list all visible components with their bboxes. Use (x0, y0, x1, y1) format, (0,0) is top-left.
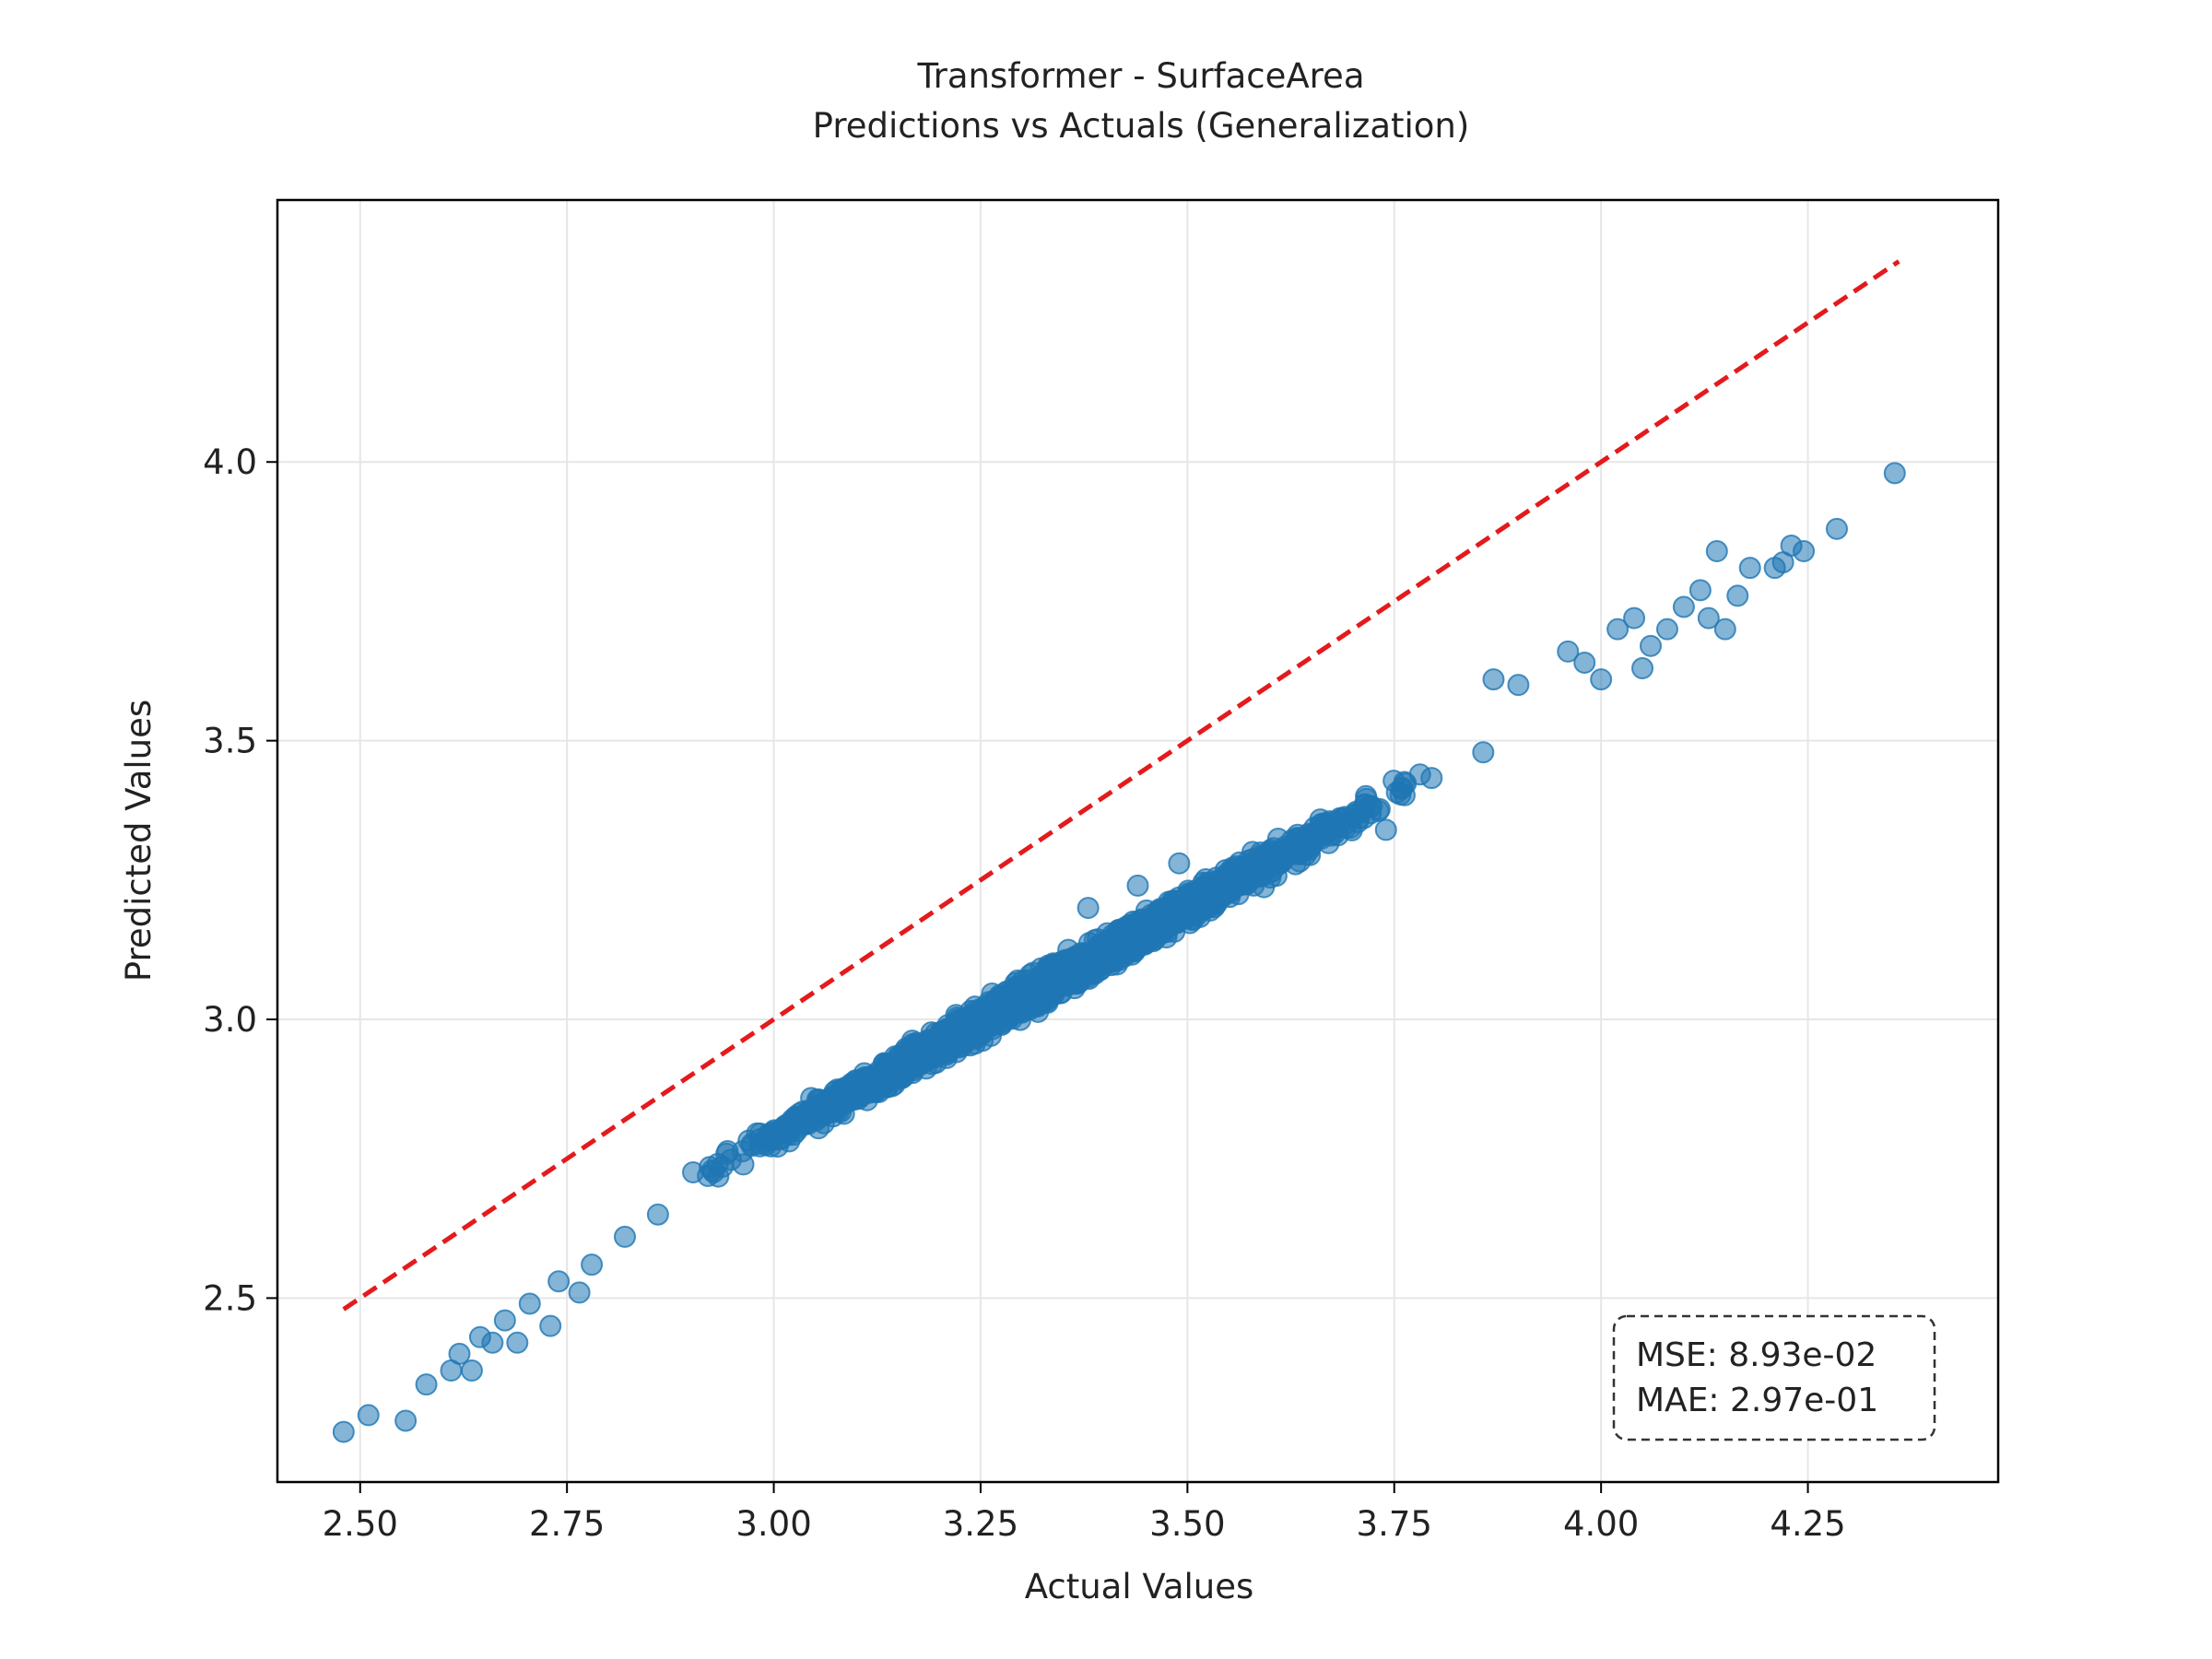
x-tick-label: 2.75 (529, 1504, 605, 1544)
scatter-point (1825, 517, 1848, 540)
scatter-point (460, 1359, 483, 1382)
scatter-point (1140, 906, 1163, 929)
scatter-point (1168, 904, 1191, 927)
scatter-point (1655, 618, 1678, 641)
scatter-point (1389, 782, 1412, 806)
scatter-point (547, 1270, 571, 1293)
scatter-point (1274, 838, 1297, 861)
chart-subtitle: Predictions vs Actuals (Generalization) (813, 106, 1470, 146)
reference-line-group (342, 259, 1900, 1312)
stats-mae-label: MAE: 2.97e-01 (1636, 1382, 1878, 1419)
scatter-point (1623, 606, 1646, 629)
stats-box-frame (1612, 1314, 1936, 1441)
scatter-point (682, 1160, 705, 1183)
stats-box: MSE: 8.93e-02 MAE: 2.97e-01 (1612, 1314, 1936, 1441)
scatter-point (967, 1005, 990, 1028)
x-tick-label: 3.00 (735, 1504, 811, 1544)
scatter-point (1246, 854, 1269, 877)
x-tick-label: 4.25 (1770, 1504, 1845, 1544)
scatter-point (953, 1017, 976, 1040)
scatter-point (1168, 852, 1191, 875)
scatter-point (1705, 540, 1728, 563)
plot-area-frame (276, 198, 2000, 1484)
scatter-points (332, 462, 1906, 1443)
scatter-point (805, 1098, 828, 1121)
x-tick-label: 3.75 (1357, 1504, 1432, 1544)
scatter-point (1045, 968, 1068, 991)
scatter-point (1019, 991, 1042, 1014)
scatter-point (1355, 784, 1378, 807)
scatter-point (841, 1074, 865, 1097)
scatter-point (1573, 651, 1596, 674)
scatter-point (1018, 963, 1041, 986)
scatter-point (867, 1064, 890, 1087)
grid (277, 200, 1998, 1482)
y-axis-label: Predicted Values (119, 700, 159, 982)
scatter-point (1077, 897, 1100, 920)
x-tick-label: 3.50 (1149, 1504, 1225, 1544)
scatter-point (916, 1041, 939, 1064)
scatter-point (1883, 462, 1906, 485)
scatter-point (1640, 634, 1663, 657)
scatter-point (1216, 864, 1239, 887)
y-tick-label: 4.0 (203, 442, 257, 482)
x-tick-label: 4.00 (1563, 1504, 1639, 1544)
scatter-point (493, 1309, 516, 1332)
scatter-point (828, 1092, 851, 1115)
scatter-point (997, 1006, 1020, 1030)
y-tick-label: 3.0 (203, 1000, 257, 1040)
scatter-point (1112, 943, 1135, 966)
scatter-point (1482, 668, 1505, 691)
stats-mse-label: MSE: 8.93e-02 (1636, 1336, 1877, 1374)
scatter-point (613, 1225, 636, 1248)
scatter-point (1631, 657, 1654, 680)
chart-title: Transformer - SurfaceArea (917, 56, 1365, 96)
scatter-point (1368, 797, 1391, 820)
scatter-point (568, 1281, 591, 1304)
scatter-point (1793, 540, 1816, 563)
scatter-point (357, 1404, 380, 1427)
scatter-point (539, 1314, 562, 1337)
scatter-point (700, 1159, 724, 1182)
scatter-point (1557, 640, 1580, 663)
x-axis-label: Actual Values (1025, 1567, 1254, 1606)
scatter-point (1606, 618, 1630, 641)
scatter-point (1738, 557, 1761, 580)
scatter-point (1697, 606, 1720, 629)
scatter-point (506, 1331, 529, 1354)
axis-ticks: 2.50 2.75 3.00 3.25 3.50 3.75 4.00 4.25 2.5 3.0 3.… (203, 442, 1846, 1544)
scatter-point (1189, 878, 1212, 901)
reference-line (342, 259, 1900, 1312)
scatter-point (719, 1148, 742, 1171)
scatter-point (481, 1331, 504, 1354)
scatter-point (518, 1292, 541, 1315)
scatter-point (1726, 584, 1749, 607)
scatter-point (1374, 818, 1397, 841)
scatter-point (763, 1124, 786, 1147)
scatter-point (394, 1409, 418, 1432)
scatter-point (934, 1023, 957, 1046)
scatter-point (1317, 818, 1340, 841)
scatter-point (1126, 874, 1149, 897)
scatter-point (448, 1342, 471, 1365)
scatter-point (781, 1108, 804, 1131)
scatter-point (581, 1253, 604, 1277)
scatter-point (1293, 838, 1316, 861)
x-tick-label: 3.25 (943, 1504, 1018, 1544)
scatter-point (332, 1420, 355, 1443)
scatter-point (1713, 618, 1736, 641)
scatter-point (1127, 923, 1150, 946)
y-tick-label: 2.5 (203, 1278, 257, 1318)
scatter-point (415, 1373, 438, 1396)
scatter-point (646, 1203, 669, 1226)
scatter-point (1472, 741, 1495, 764)
x-tick-label: 2.50 (323, 1504, 398, 1544)
scatter-point (1507, 674, 1530, 697)
scatter-point (1590, 668, 1613, 691)
scatter-point (1688, 579, 1712, 602)
scatter-point (1081, 942, 1104, 965)
scatter-point (1672, 595, 1695, 618)
y-tick-label: 3.5 (203, 722, 257, 761)
